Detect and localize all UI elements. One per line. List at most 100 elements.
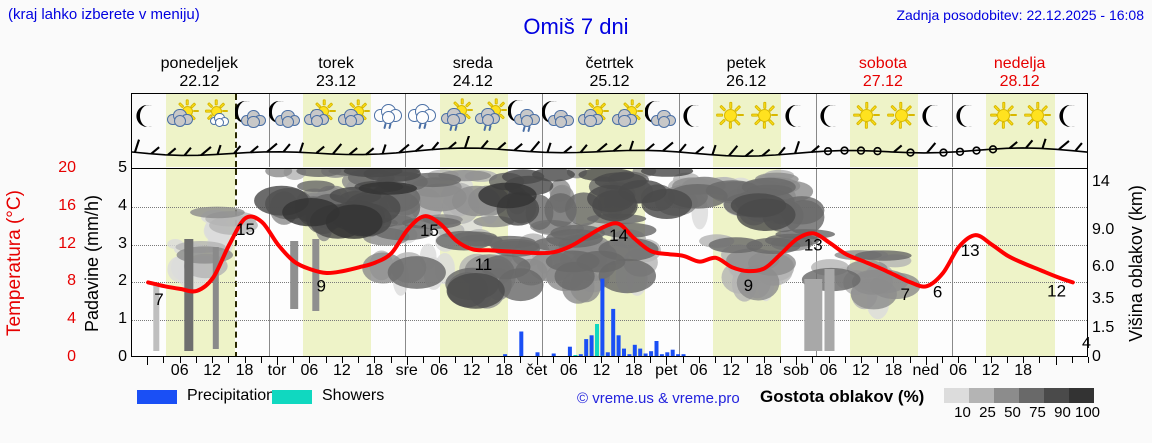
cloud-blob-259 <box>502 169 545 185</box>
cloud-blob-174 <box>296 169 342 177</box>
x-tick-105 <box>714 357 716 363</box>
day-header-2: sreda 24.12 <box>404 55 541 91</box>
day-header-0: ponedeljek 22.12 <box>131 55 268 91</box>
sun-cloud-icon <box>166 99 200 133</box>
x-tick-162 <box>1023 357 1025 363</box>
wind-barb-17 <box>414 144 424 153</box>
precipitation-bar-10 <box>600 278 605 356</box>
x-tick-87 <box>617 357 619 363</box>
x-tick-147 <box>942 357 943 363</box>
precipitation-bar-22 <box>665 352 670 356</box>
cloud-density-legend-title: Gostota oblakov (%) <box>760 387 925 406</box>
precipitation-bar-2 <box>535 352 540 356</box>
x-tick-63 <box>487 357 489 363</box>
weather-icon-cell-d4-s1 <box>713 95 747 137</box>
cloud-rain-icon <box>371 99 405 133</box>
colorbar-segment-5 <box>1069 388 1094 403</box>
wind-barb-21 <box>480 139 489 149</box>
weather-icon-cell-d0-s3 <box>234 95 269 137</box>
cloud-blob-208 <box>497 268 544 302</box>
moon-clear-icon <box>679 99 713 133</box>
x-tick-54 <box>439 357 441 363</box>
x-tick-144 <box>925 357 927 365</box>
cloudheight-tick-6.0: 6.0 <box>1092 258 1115 275</box>
day-separator-2 <box>405 94 407 167</box>
temperature-tick-20: 20 <box>58 159 76 176</box>
x-tick-60 <box>471 357 473 363</box>
precipitation-bar-1 <box>519 331 524 356</box>
precipitation-tick-2: 2 <box>118 272 127 290</box>
wind-barb-29 <box>612 143 622 152</box>
cloud-blob-237 <box>855 250 912 261</box>
x-tick-168 <box>1055 357 1057 365</box>
colorbar-segment-3 <box>1019 388 1044 403</box>
precipitation-bar-19 <box>649 351 654 356</box>
x-tick-15 <box>228 357 230 363</box>
wind-barb-40 <box>794 141 801 155</box>
wind-barb-54 <box>1025 139 1034 149</box>
wind-barb-33 <box>678 143 687 153</box>
day-separator-1 <box>268 169 270 356</box>
wind-barb-34 <box>695 145 705 154</box>
wind-barb-26 <box>563 145 573 154</box>
cloud-density-colorbar <box>944 388 1094 403</box>
x-tick-150 <box>958 357 960 363</box>
weather-icon-cell-d1-s2 <box>337 95 371 137</box>
temperature-tick-8: 8 <box>67 272 76 290</box>
wind-barb-53 <box>1008 141 1018 150</box>
wind-barb-57 <box>1074 142 1083 152</box>
last-updated-text: Zadnja posodobitev: 22.12.2025 - 16:08 <box>896 7 1144 23</box>
credit-text: © vreme.us & vreme.pro <box>577 390 740 407</box>
weather-icon-cell-d5-s2 <box>884 95 918 137</box>
wind-barb-20 <box>464 136 471 149</box>
day-date: 24.12 <box>452 73 493 90</box>
cloud-density-colorbar-labels: 10 25 50 75 90 100 <box>934 404 1109 422</box>
weather-icon-cell-d6-s3 <box>1055 95 1087 137</box>
precipitation-bar-0 <box>503 354 508 356</box>
wind-barb-42 <box>823 146 833 156</box>
wind-barb-16 <box>398 143 410 154</box>
moon-clear-icon <box>132 99 166 133</box>
colorbar-segment-0 <box>944 388 969 403</box>
x-tick-96 <box>666 357 668 365</box>
cloud-blob-240 <box>343 169 403 178</box>
x-label-12-9: 12 <box>462 362 481 379</box>
weather-icon-cell-d5-s0 <box>816 95 850 137</box>
cloudheight-tick-0: 0 <box>1092 348 1101 365</box>
x-tick-132 <box>860 357 862 363</box>
x-tick-36 <box>341 357 343 363</box>
page-title: Omiš 7 dni <box>523 14 629 39</box>
x-tick-120 <box>796 357 798 365</box>
wind-baseline <box>132 147 1087 158</box>
moon-cloud-icon <box>234 99 269 133</box>
day-separator-1 <box>268 94 270 167</box>
wind-barb-19 <box>447 141 457 150</box>
temp-label-6-10: 6 <box>933 282 942 301</box>
wind-barb-56 <box>1058 140 1070 151</box>
weather-icon-cell-d0-s2 <box>200 95 234 137</box>
showers-bar-1 <box>595 324 599 356</box>
precipitation-bar-6 <box>578 354 583 356</box>
x-tick-165 <box>1039 357 1041 363</box>
precipitation-tick-5: 5 <box>118 159 127 176</box>
weather-icon-cell-d3-s0 <box>541 95 576 137</box>
x-tick-126 <box>828 357 830 363</box>
wind-barb-13 <box>348 147 358 156</box>
colorbar-label-10: 10 <box>954 404 971 421</box>
cloud-blob-252 <box>641 169 694 177</box>
cloud-blob-264 <box>282 198 340 227</box>
temperature-curve <box>146 214 1075 294</box>
x-tick-159 <box>1006 357 1008 363</box>
x-tick-48 <box>406 357 408 365</box>
precipitation-bar-18 <box>643 353 648 356</box>
daylight-band-5 <box>849 94 919 167</box>
x-tick-27 <box>293 357 295 363</box>
x-tick-81 <box>585 357 587 363</box>
colorbar-segment-1 <box>969 388 994 403</box>
x-label-06-16: 06 <box>689 362 708 379</box>
day-date: 23.12 <box>316 73 357 90</box>
x-label-18-2: 18 <box>235 362 254 379</box>
moon-cloud-icon <box>541 99 576 133</box>
forecast-plot-area: 7 15 9 15 11 14 9 13 7 13 6 12 <box>131 168 1088 357</box>
day-separator-3 <box>542 94 544 167</box>
